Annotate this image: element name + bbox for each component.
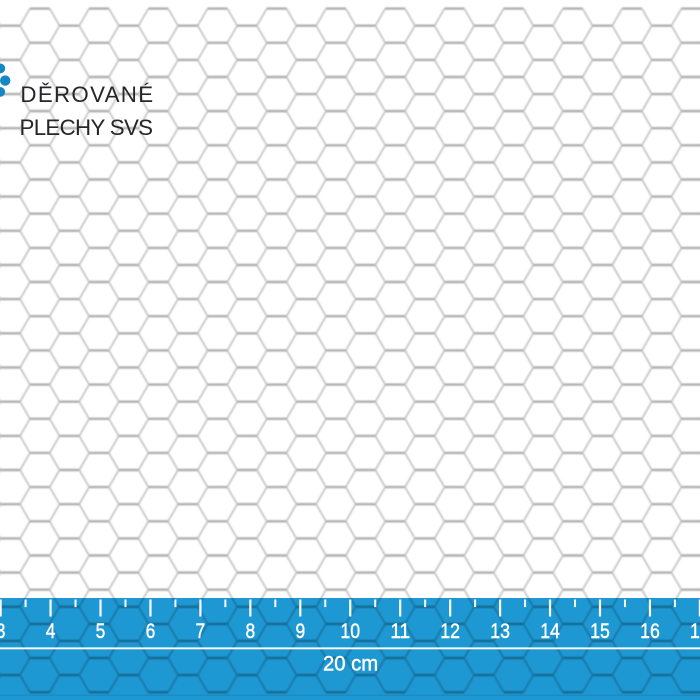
- svg-text:9: 9: [295, 619, 305, 643]
- svg-text:16: 16: [640, 619, 660, 643]
- svg-text:PLECHY SVS: PLECHY SVS: [20, 115, 154, 140]
- svg-text:10: 10: [340, 619, 360, 643]
- svg-text:6: 6: [146, 619, 156, 643]
- svg-text:7: 7: [196, 619, 206, 643]
- svg-text:14: 14: [540, 619, 560, 643]
- svg-text:15: 15: [590, 619, 610, 643]
- svg-text:4: 4: [46, 619, 56, 643]
- svg-text:11: 11: [390, 619, 410, 643]
- svg-text:DĚROVANÉ: DĚROVANÉ: [20, 82, 153, 107]
- svg-text:3: 3: [0, 619, 5, 643]
- svg-text:13: 13: [490, 619, 510, 643]
- svg-text:12: 12: [440, 619, 460, 643]
- svg-text:8: 8: [246, 619, 256, 643]
- svg-text:20 cm: 20 cm: [323, 652, 378, 676]
- svg-text:17: 17: [690, 619, 700, 643]
- svg-text:5: 5: [96, 619, 106, 643]
